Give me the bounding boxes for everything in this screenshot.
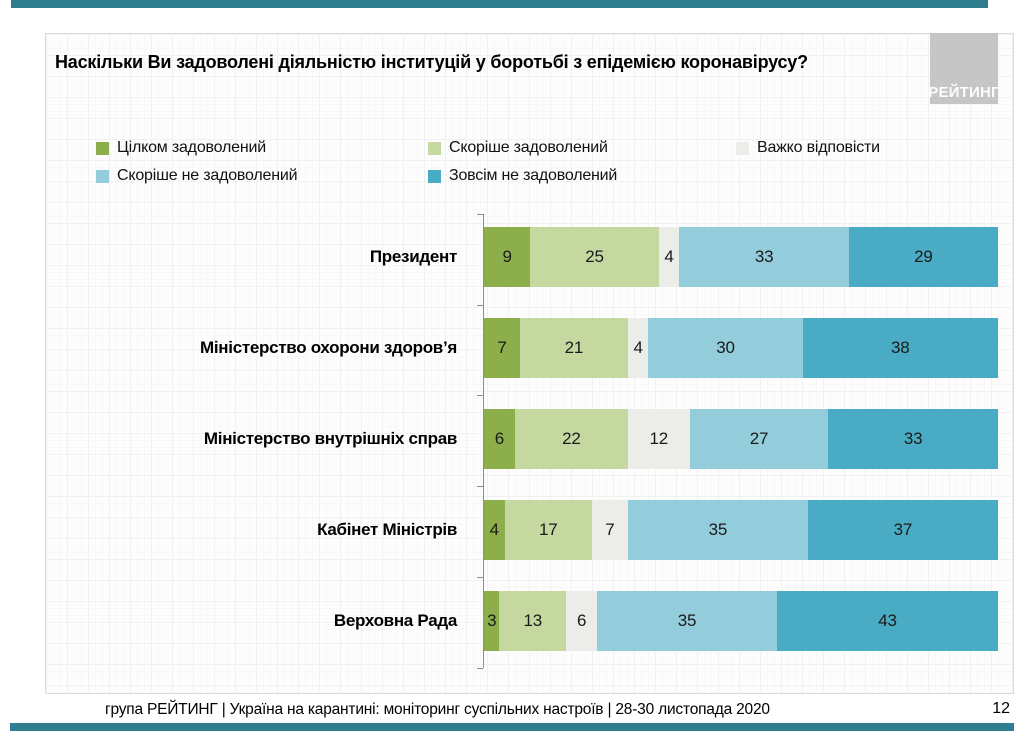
bottom-accent-bar (10, 723, 1014, 731)
bar-segment: 17 (504, 500, 592, 560)
axis-tick (477, 395, 483, 397)
legend-item: Скоріше задоволений (428, 139, 736, 157)
bar-segment: 25 (530, 227, 659, 287)
top-accent-bar (11, 0, 988, 8)
category-label: Верховна Рада (333, 611, 457, 630)
bar-row: 3 13 6 35 43 (484, 591, 998, 651)
rating-group-logo: РЕЙТИНГ (928, 33, 1000, 104)
bar-segment: 6 (566, 591, 598, 651)
legend-label: Зовсім не задоволений (449, 167, 618, 184)
axis-tick (477, 214, 483, 215)
axis-tick (477, 304, 483, 306)
legend-item: Скоріше не задоволений (96, 167, 428, 185)
bar-segment: 13 (499, 591, 567, 651)
legend-swatch (96, 141, 109, 155)
bar-row: 7 21 4 30 38 (484, 318, 998, 378)
chart-legend: Цілком задоволений Скоріше задоволений Важ… (96, 139, 880, 185)
legend-swatch (428, 141, 441, 155)
legend-swatch (736, 141, 749, 155)
footer-source-text: група РЕЙТИНГ | Україна на карантині: мо… (105, 701, 770, 718)
slide-page-number: 12 (992, 700, 1010, 717)
legend-item: Важко відповісти (736, 139, 880, 157)
bar-segment: 22 (514, 409, 628, 469)
bar-row: 4 17 7 35 37 (484, 500, 998, 560)
legend-item: Зовсім не задоволений (428, 167, 736, 185)
bar-segment: 7 (591, 500, 628, 560)
category-label: Міністерство внутрішніх справ (203, 429, 457, 448)
bar-segment: 4 (627, 318, 649, 378)
stacked-bar-chart: Президент 9 25 4 33 29 Міністерство охорони зд… (150, 212, 998, 672)
bar-segment: 12 (627, 409, 690, 469)
bar-segment: 29 (848, 227, 998, 287)
category-label: Міністерство охорони здоров’я (200, 338, 457, 357)
chart-title: Наскільки Ви задоволені діяльністю інсти… (55, 52, 808, 72)
axis-tick (477, 576, 483, 578)
rating-group-logo-text: РЕЙТИНГ (928, 84, 1000, 101)
bar-segment: 21 (519, 318, 628, 378)
bar-segment: 4 (658, 227, 680, 287)
bar-segment: 38 (802, 318, 998, 378)
legend-label: Цілком задоволений (117, 139, 266, 156)
category-label: Президент (369, 247, 457, 266)
bar-segment: 43 (776, 591, 998, 651)
bar-segment: 30 (648, 318, 803, 378)
bar-segment: 7 (484, 318, 520, 378)
bar-segment: 37 (807, 500, 998, 560)
legend-swatch (96, 169, 109, 183)
bar-segment: 33 (828, 409, 998, 469)
bar-row: 6 22 12 27 33 (484, 409, 998, 469)
axis-tick (477, 486, 483, 488)
bar-segment: 33 (679, 227, 849, 287)
bar-segment: 9 (484, 227, 531, 287)
legend-label: Скоріше не задоволений (117, 167, 298, 184)
bar-segment: 35 (597, 591, 777, 651)
bar-segment: 4 (484, 500, 505, 560)
bar-segment: 6 (484, 409, 515, 469)
bar-row: 9 25 4 33 29 (484, 227, 998, 287)
category-axis-line (483, 214, 484, 668)
bar-segment: 27 (689, 409, 829, 469)
legend-label: Важко відповісти (757, 139, 880, 156)
legend-swatch (428, 169, 441, 183)
legend-label: Скоріше задоволений (449, 139, 608, 156)
legend-item: Цілком задоволений (96, 139, 428, 157)
axis-tick (477, 667, 483, 669)
bar-segment: 3 (484, 591, 500, 651)
bar-segment: 35 (627, 500, 808, 560)
category-label: Кабінет Міністрів (317, 520, 457, 539)
